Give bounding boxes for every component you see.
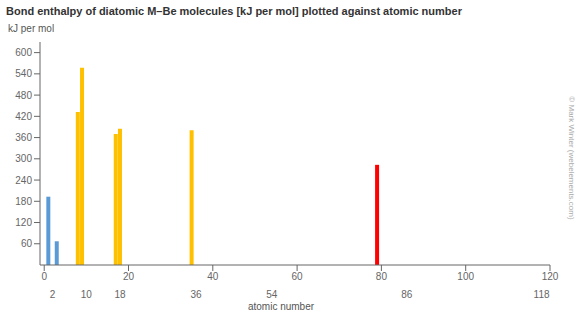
html-text:Bond enthalpy of diatomic M–Be: Bond enthalpy of diatomic M–Be molecules… [6,5,462,17]
svg-text:120: 120 [542,271,559,282]
svg-text:54: 54 [266,289,278,299]
html-text:atomic number: atomic number [247,301,315,312]
svg-text:2: 2 [50,289,56,299]
svg-text:60: 60 [21,238,33,249]
svg-text:420: 420 [15,111,32,122]
svg-text:80: 80 [376,271,388,282]
svg-text:36: 36 [190,289,202,299]
svg-text:360: 360 [15,132,32,143]
svg-text:480: 480 [15,90,32,101]
svg-text:86: 86 [401,289,413,299]
svg-text:100: 100 [457,271,474,282]
html-text:kJ per mol: kJ per mol [8,23,55,34]
svg-text:60: 60 [292,271,304,282]
svg-text:40: 40 [207,271,219,282]
svg-text:18: 18 [115,289,127,299]
html-text:© Mark Winter (webelements.com: © Mark Winter (webelements.com) [566,95,576,220]
svg-text:118: 118 [534,289,550,299]
svg-text:10: 10 [81,289,93,299]
svg-text:540: 540 [15,68,32,79]
svg-text:0: 0 [41,271,47,282]
svg-text:600: 600 [15,47,32,58]
svg-text:120: 120 [15,217,32,228]
svg-text:180: 180 [15,196,32,207]
svg-text:20: 20 [123,271,135,282]
svg-text:300: 300 [15,153,32,164]
svg-text:240: 240 [15,175,32,186]
